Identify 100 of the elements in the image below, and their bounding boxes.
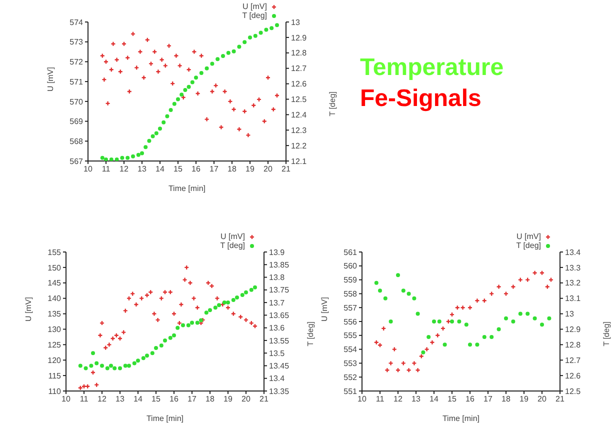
point [172, 102, 176, 106]
point [412, 296, 416, 300]
y-tick-label: 115 [48, 371, 62, 380]
y-tick-label: 557 [344, 303, 358, 312]
point [490, 334, 494, 339]
point [168, 108, 173, 112]
point [150, 134, 155, 138]
point [174, 53, 179, 58]
legend-label: U [mV] [220, 232, 245, 241]
point [232, 49, 236, 54]
point [432, 320, 436, 324]
point [131, 154, 135, 158]
x-tick-label: 17 [484, 394, 493, 404]
x-tick-label: 13 [138, 164, 147, 174]
point [222, 300, 226, 305]
y2-tick-label: 13.5 [269, 348, 286, 358]
y-tick-label: 145 [48, 278, 62, 288]
y-tick-label: 569 [70, 117, 84, 126]
y2-tick-label: 12.5 [291, 95, 308, 104]
y2-axis-title: T [deg] [602, 322, 611, 346]
x-tick-label: 10 [62, 394, 71, 404]
x-tick-label: 21 [260, 394, 269, 404]
x-axis-title: Time [min] [146, 414, 184, 423]
y2-tick-label: 12.9 [565, 325, 582, 334]
x-tick-label: 11 [376, 394, 385, 404]
point [518, 312, 522, 316]
text: Temperature [360, 53, 505, 83]
y2-tick-label: 13.6 [269, 324, 286, 333]
point [154, 346, 158, 350]
point [244, 290, 248, 294]
y-axis-title: U [mV] [24, 297, 33, 322]
point [275, 23, 279, 28]
point [138, 49, 143, 54]
y2-tick-label: 13.65 [269, 311, 290, 320]
y-tick-label: 555 [344, 331, 358, 340]
point [84, 366, 88, 370]
point [186, 323, 190, 328]
y-tick-label: 571 [70, 77, 84, 86]
y-tick-label: 150 [48, 263, 62, 272]
point [94, 361, 99, 366]
y-tick-label: 130 [48, 325, 62, 334]
point [378, 288, 382, 293]
point [109, 364, 113, 368]
point [176, 97, 180, 102]
text: Fe-Signals [360, 84, 482, 114]
y2-tick-label: 12.1 [291, 156, 308, 166]
point [159, 344, 164, 348]
point [136, 152, 140, 157]
x-tick-label: 10 [358, 394, 367, 404]
point [496, 327, 501, 332]
point [426, 334, 431, 339]
y2-tick-label: 12.4 [291, 110, 308, 120]
point [249, 288, 254, 292]
y-tick-label: 560 [344, 262, 358, 271]
point [104, 157, 108, 161]
point [270, 26, 274, 30]
x-tick-label: 20 [242, 394, 251, 404]
y2-tick-label: 13.75 [269, 286, 290, 295]
point [242, 40, 247, 44]
y-tick-label: 110 [48, 386, 62, 396]
point [258, 30, 263, 35]
y2-tick-label: 13.7 [269, 298, 286, 308]
point [246, 132, 251, 138]
x-tick-label: 13 [116, 394, 125, 404]
point [253, 34, 258, 38]
point [396, 273, 400, 278]
y-tick-label: 572 [70, 58, 84, 67]
x-tick-label: 19 [246, 164, 255, 174]
x-tick-label: 11 [102, 164, 111, 174]
y2-tick-label: 12.8 [565, 340, 582, 350]
point [231, 298, 236, 302]
point [123, 364, 128, 368]
point [226, 50, 230, 55]
x-axis-title: Time [min] [168, 184, 206, 193]
point [176, 326, 180, 330]
point [182, 277, 188, 282]
x-tick-label: 12 [394, 394, 403, 404]
y-tick-label: 120 [48, 356, 62, 365]
point [406, 368, 412, 373]
y-tick-label: 574 [70, 18, 84, 27]
point [213, 306, 218, 310]
point [468, 342, 472, 347]
x-tick-label: 19 [224, 394, 233, 404]
y2-tick-label: 13.9 [269, 248, 286, 257]
point [190, 320, 194, 325]
y-tick-label: 567 [70, 156, 84, 166]
y-tick-label: 573 [70, 38, 84, 47]
point [191, 296, 196, 301]
y-tick-label: 140 [48, 294, 62, 304]
y2-tick-label: 13 [291, 18, 300, 27]
point [199, 70, 204, 75]
point [532, 316, 537, 320]
point [172, 333, 176, 338]
y2-tick-label: 12.7 [291, 64, 308, 74]
y2-tick-label: 12.2 [291, 141, 308, 150]
point [127, 364, 131, 368]
y-tick-label: 558 [344, 290, 358, 299]
y-tick-label: 125 [48, 340, 62, 350]
x-axis-title: Time [min] [442, 414, 480, 423]
point [150, 351, 154, 356]
